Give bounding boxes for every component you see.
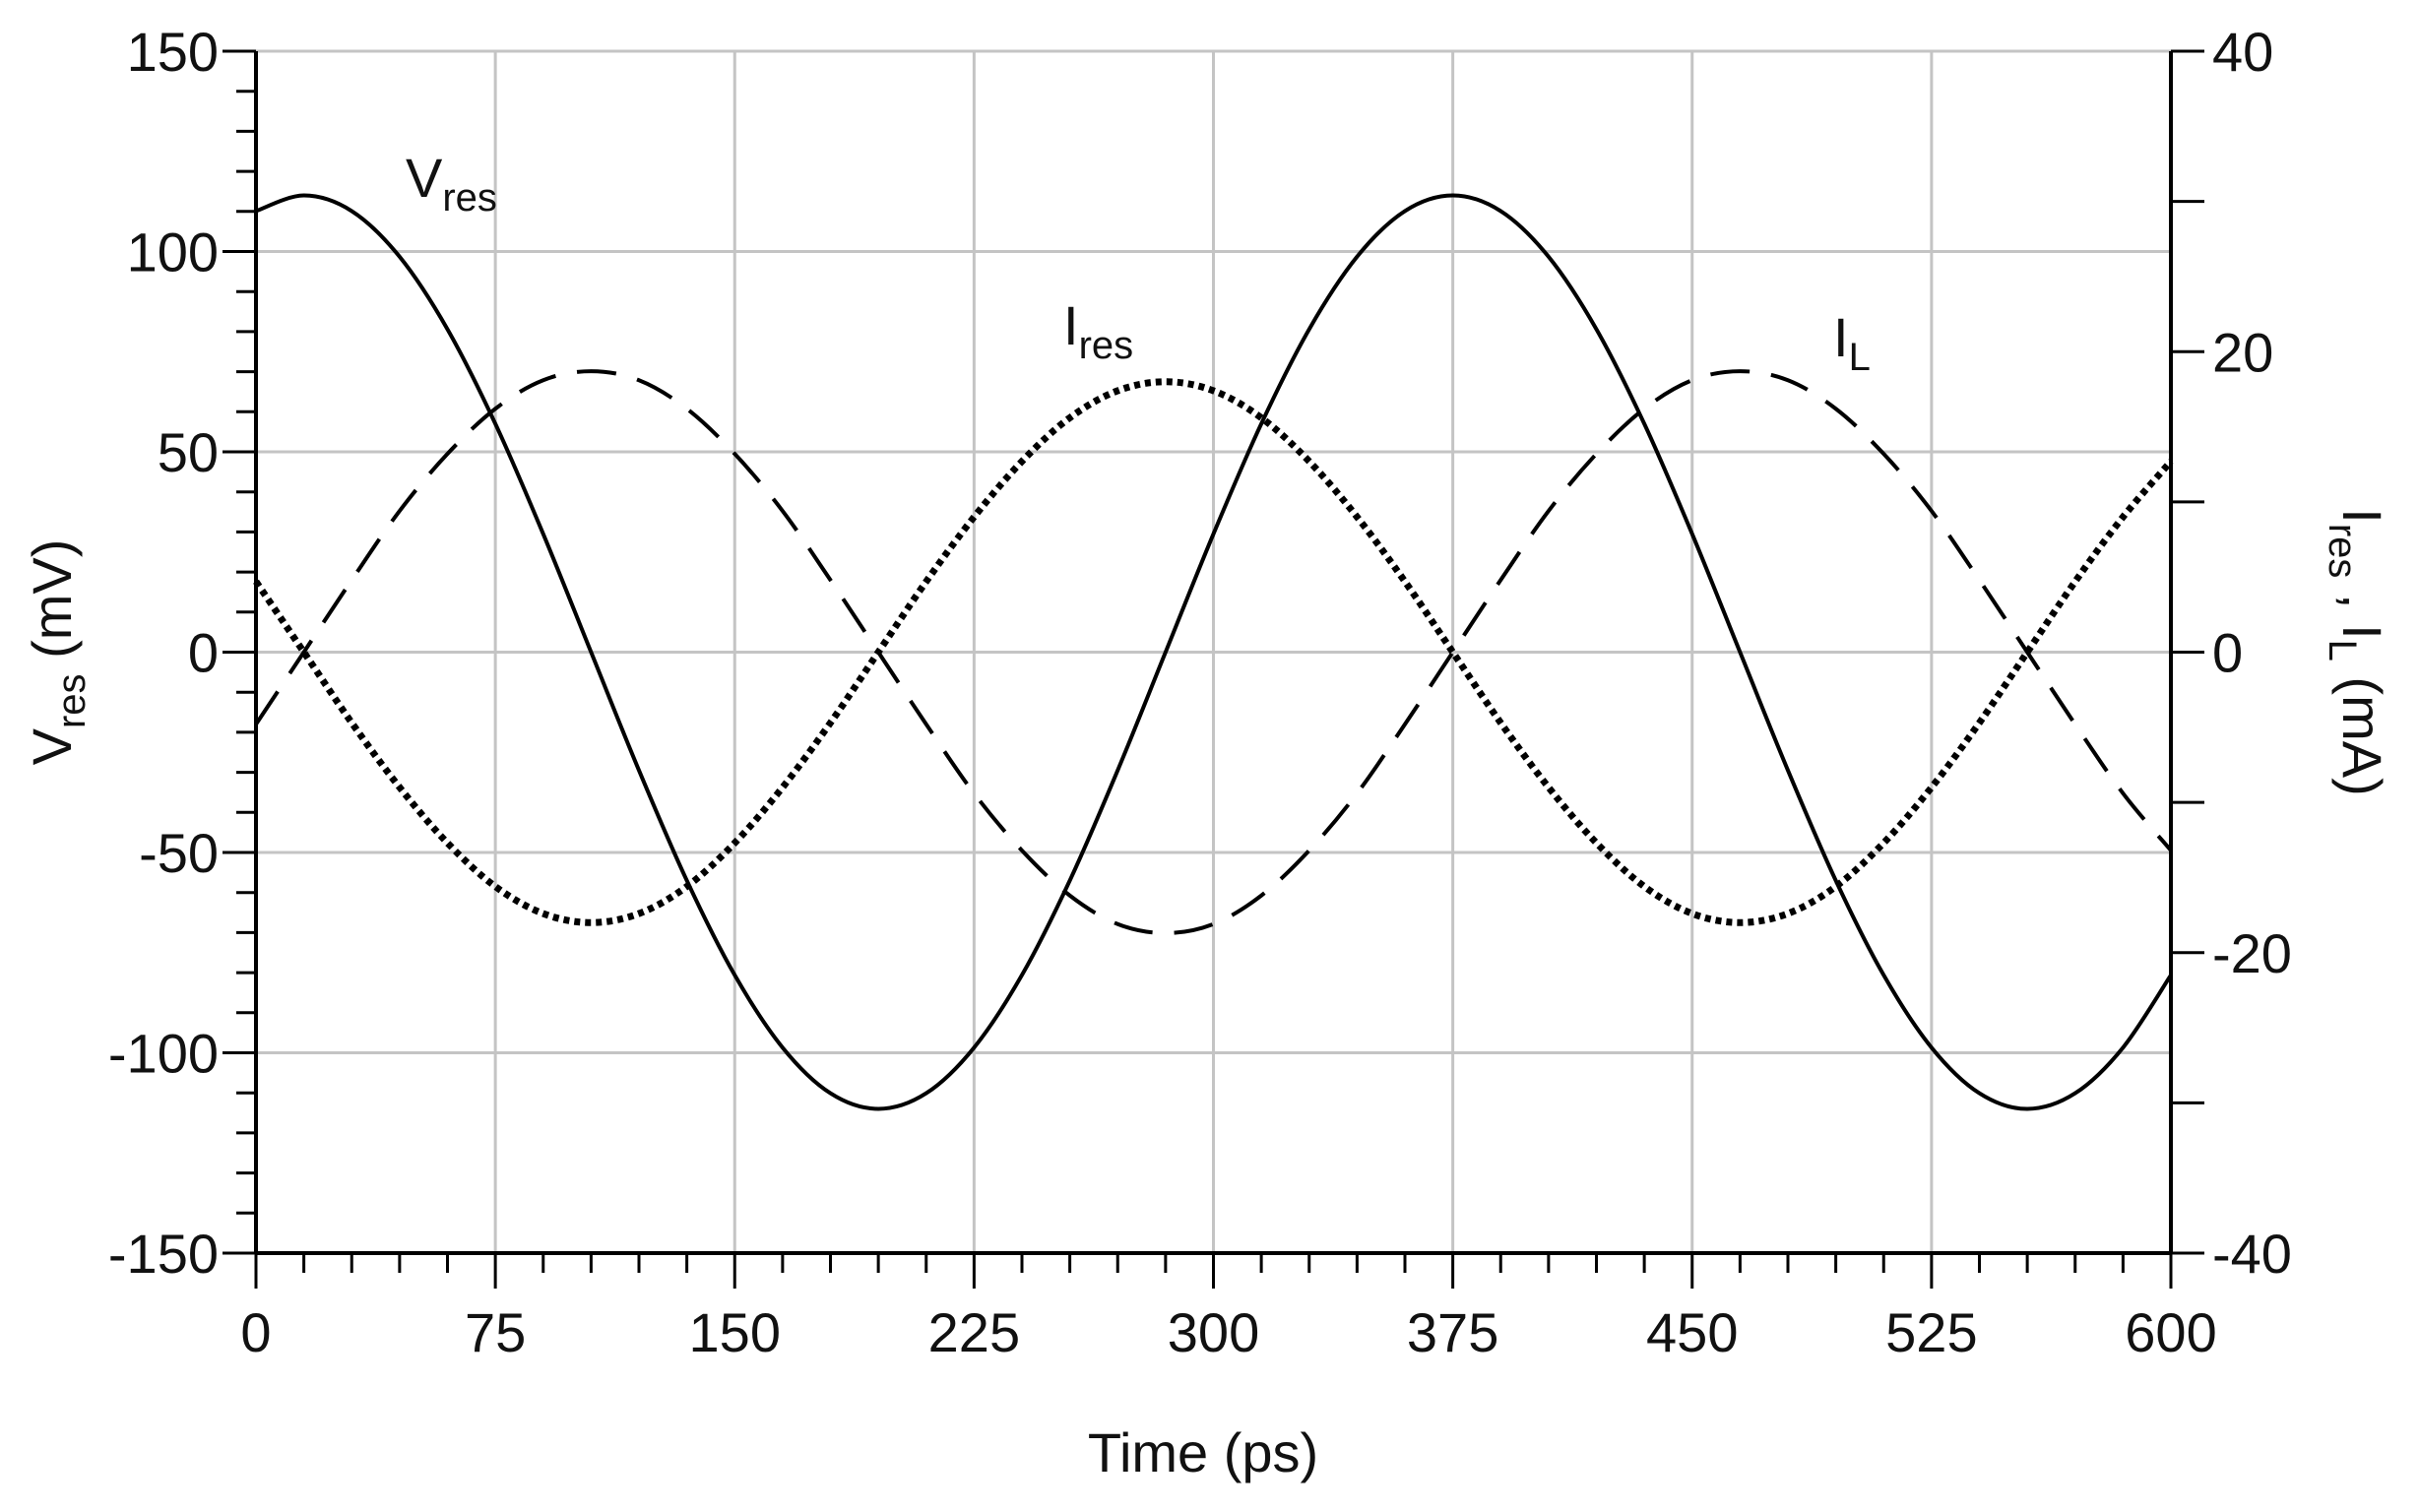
x-tick-label: 225 <box>928 1301 1020 1363</box>
x-tick-label: 150 <box>689 1301 781 1363</box>
y-tick-label: 50 <box>158 421 219 483</box>
series-line <box>255 193 2173 1111</box>
x-tick-label: 600 <box>2125 1301 2216 1363</box>
y2-axis-label: Ires , IL (mA) <box>2321 508 2393 795</box>
y-tick-label: -150 <box>108 1223 219 1285</box>
y-axis-label: Vres (mV) <box>21 539 94 766</box>
y-tick-label: 150 <box>127 21 219 83</box>
text-part: I <box>1833 306 1849 368</box>
y-tick-label: 0 <box>188 622 219 684</box>
y2-tick-label: -20 <box>2212 922 2292 984</box>
text-part: I <box>1063 294 1079 356</box>
text-part: I <box>2331 508 2393 524</box>
x-axis-label: Time (ps) <box>1088 1421 1318 1483</box>
y-tick-label: -50 <box>139 822 219 884</box>
series-annotation: Vres <box>406 147 497 220</box>
x-tick-label: 300 <box>1168 1301 1259 1363</box>
y2-tick-label: 20 <box>2212 321 2273 383</box>
series-annotation: Ires <box>1063 294 1133 367</box>
y2-tick-label: 40 <box>2212 21 2273 83</box>
text-part: (mV) <box>21 539 83 674</box>
series-annotation: IL <box>1833 306 1871 379</box>
subscript: res <box>442 176 497 220</box>
subscript: res <box>1079 324 1134 367</box>
subscript: res <box>2321 524 2364 579</box>
x-tick-label: 450 <box>1646 1301 1738 1363</box>
subscript: res <box>50 673 94 728</box>
subscript: L <box>2321 640 2364 662</box>
text-part: , I <box>2331 578 2393 639</box>
x-tick-label: 525 <box>1885 1301 1977 1363</box>
y-tick-label: 100 <box>127 221 219 284</box>
y-tick-label: -100 <box>108 1023 219 1085</box>
text-part: (mA) <box>2331 662 2393 796</box>
x-tick-label: 0 <box>240 1301 271 1363</box>
y2-tick-label: 0 <box>2212 622 2243 684</box>
text-part: V <box>21 727 83 765</box>
x-tick-label: 75 <box>465 1301 526 1363</box>
subscript: L <box>1849 336 1871 379</box>
x-tick-label: 375 <box>1407 1301 1498 1363</box>
y2-tick-label: -40 <box>2212 1223 2292 1285</box>
text-part: V <box>406 147 443 209</box>
